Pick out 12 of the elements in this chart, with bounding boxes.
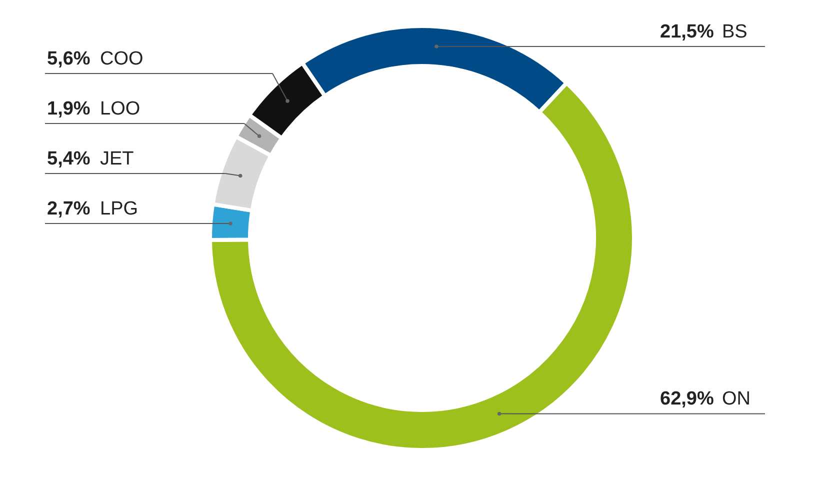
slice-label: ON [722,388,750,410]
slice-label: COO [100,48,144,70]
slice-label: LOO [100,98,140,120]
slice-label: JET [100,148,134,170]
data-label: 62,9% [660,388,714,410]
slice-label: LPG [100,198,138,220]
slice-label: BS [722,22,748,43]
data-label: 5,6% [47,48,90,70]
data-label: 21,5% [660,22,714,43]
data-label: 5,4% [47,148,90,170]
data-label: 1,9% [47,98,90,120]
data-label: 2,7% [47,198,90,220]
